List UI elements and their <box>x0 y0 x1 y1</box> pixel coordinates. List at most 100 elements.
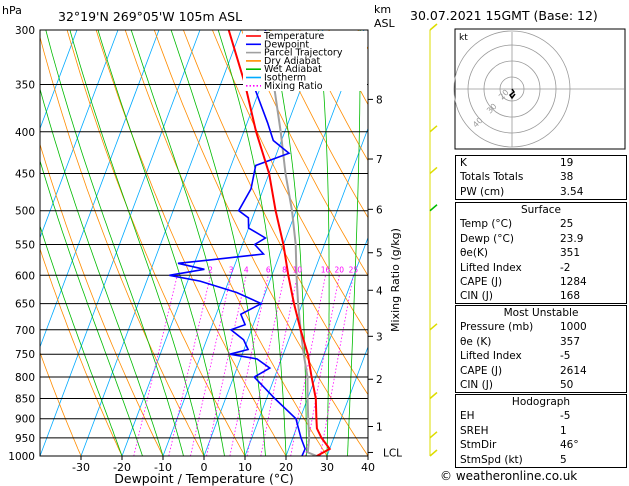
most-unstable-label: CAPE (J) <box>460 364 503 377</box>
surface-value: 168 <box>560 290 581 303</box>
hodograph-unit: kt <box>459 33 468 43</box>
hodograph-table-title: Hodograph <box>511 396 571 408</box>
mixing-ratio-label: 20 <box>335 265 345 274</box>
hodograph-table-value: 1 <box>560 424 567 437</box>
dry-adiabat-line <box>241 30 368 277</box>
surface-label: Dewp (°C) <box>460 232 514 245</box>
surface-value: 351 <box>560 247 581 260</box>
height-km-axis: 8 7 6 5 4 3 2 1 LCL <box>368 94 402 459</box>
most-unstable-row: CIN (J) 50 <box>456 378 626 392</box>
most-unstable-row: Lifted Index -5 <box>456 349 626 363</box>
temperature-tick-label: 20 <box>279 461 293 474</box>
datetime-label: 30.07.2021 15GMT (Base: 12) <box>410 8 598 23</box>
surface-label: CAPE (J) <box>460 276 503 289</box>
mixing-ratio-label: 10 <box>293 265 303 274</box>
surface-label: Lifted Index <box>460 261 522 274</box>
dry-adiabat-line <box>299 30 368 162</box>
pressure-unit-label: hPa <box>2 4 22 17</box>
temperature-tick-label: 30 <box>320 461 334 474</box>
surface-row: Temp (°C) 25 <box>456 217 626 231</box>
legend-entry: Dewpoint <box>264 39 309 50</box>
axes: 3003504004505005506006507007508008509009… <box>8 25 375 474</box>
hodograph-table-value: 5 <box>560 453 567 466</box>
hodograph-table-row: StmSpd (kt) 5 <box>456 453 626 467</box>
most-unstable-label: θe (K) <box>460 335 492 348</box>
mixing-ratio-label: 4 <box>244 265 249 274</box>
pressure-tick-label: 600 <box>15 270 35 282</box>
background-lines <box>40 30 368 456</box>
most-unstable-title: Most Unstable <box>503 307 579 319</box>
most-unstable-label: Lifted Index <box>460 350 522 363</box>
surface-value: 1284 <box>560 276 587 289</box>
wind-barb <box>429 125 438 133</box>
hodograph-table-row: EH -5 <box>456 409 626 423</box>
dry-adiabat-line <box>124 30 328 456</box>
legend-entry: Parcel Trajectory <box>264 48 343 59</box>
mixing-ratio-label: 25 <box>349 265 359 274</box>
legend-entry: Dry Adiabat <box>264 56 321 67</box>
isotherm-line <box>40 30 160 348</box>
surface-value: 25 <box>560 218 574 231</box>
mixing-ratio-labels: 2 3 4 6 8 10 16 20 25 <box>208 265 358 274</box>
dry-adiabat-line <box>270 30 368 219</box>
legend-entry: Wet Adiabat <box>264 64 322 75</box>
hodograph-table-label: StmSpd (kt) <box>460 453 523 466</box>
surface-panel: Surface Temp (°C) 25 Dewp (°C) 23.9 θe(K) 351… <box>455 202 627 304</box>
index-label: K <box>460 157 467 169</box>
legend-entry: Temperature <box>263 31 324 42</box>
most-unstable-value: 357 <box>560 335 581 348</box>
hodograph-table-value: -5 <box>560 410 571 423</box>
mixing-ratio-label: 3 <box>229 265 234 274</box>
isotherm-line <box>326 345 368 456</box>
index-label: Totals Totals <box>460 171 524 184</box>
surface-row: θe(K) 351 <box>456 246 626 260</box>
pressure-tick-label: 400 <box>15 127 35 139</box>
km-tick-label: 1 <box>376 421 383 433</box>
dry-adiabat-line <box>153 30 368 456</box>
surface-row: Lifted Index -2 <box>456 261 626 275</box>
pressure-tick-label: 500 <box>15 206 35 218</box>
height-unit-asl: ASL <box>374 17 396 30</box>
x-axis-label: Dewpoint / Temperature (°C) <box>114 471 293 486</box>
surface-row: CAPE (J) 1284 <box>456 275 626 289</box>
isotherm-line <box>121 30 283 456</box>
mixing-ratio-label: 16 <box>321 265 331 274</box>
surface-label: θe(K) <box>460 247 488 260</box>
mixing-ratio-line <box>319 275 354 456</box>
indices-panel: K 19 Totals Totals 38 PW (cm) 3.54 <box>455 155 627 200</box>
mixing-ratio-label: 2 <box>208 265 213 274</box>
legend-entry: Mixing Ratio <box>264 81 323 92</box>
index-row: Totals Totals 38 <box>456 170 626 184</box>
pressure-tick-label: 750 <box>15 349 35 361</box>
surface-row: Dewp (°C) 23.9 <box>456 232 626 246</box>
wind-barb <box>429 449 438 457</box>
most-unstable-value: 2614 <box>560 364 587 377</box>
most-unstable-panel: Most Unstable Pressure (mb) 1000 θe (K) 357… <box>455 305 627 393</box>
surface-label: CIN (J) <box>460 290 493 303</box>
wind-barb <box>429 23 438 31</box>
location-label: 32°19'N 269°05'W 105m ASL <box>58 9 242 24</box>
most-unstable-label: Pressure (mb) <box>460 321 534 334</box>
wind-barb <box>429 431 438 439</box>
series-parcel-trajectory <box>256 30 318 456</box>
mixing-ratio-label: 6 <box>266 265 271 274</box>
temperature-tick-label: -30 <box>72 461 90 474</box>
pressure-tick-label: 350 <box>15 80 35 92</box>
index-row: K 19 <box>456 156 626 170</box>
surface-value: -2 <box>560 261 571 274</box>
pressure-tick-label: 950 <box>15 433 35 445</box>
pressure-tick-label: 850 <box>15 393 35 405</box>
wet-adiabat-line <box>347 30 361 456</box>
mixing-ratio-line <box>206 275 247 456</box>
temperature-tick-label: -10 <box>154 461 172 474</box>
hodograph-table-label: SREH <box>460 424 489 437</box>
km-tick-label: LCL <box>383 447 402 459</box>
temperature-tick-label: 40 <box>361 461 375 474</box>
temperature-tick-label: -20 <box>113 461 131 474</box>
index-value: 38 <box>560 171 574 184</box>
dry-adiabat-line <box>40 35 205 456</box>
wind-barb <box>429 204 438 212</box>
wind-barb <box>429 323 438 331</box>
